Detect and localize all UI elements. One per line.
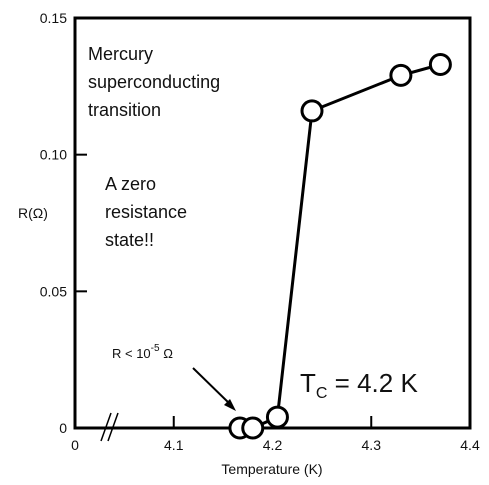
bound-unit: Ω <box>160 346 174 361</box>
x-tick-label: 4.4 <box>460 437 480 453</box>
tc-subscript: C <box>316 385 328 402</box>
data-point <box>241 416 265 440</box>
bound-exponent: -5 <box>151 343 160 354</box>
tc-suffix: = 4.2 K <box>327 368 418 398</box>
zero-state-line-1: A zero <box>105 174 156 194</box>
annotation-line-2: superconducting <box>88 72 220 92</box>
critical-temperature-label: TC = 4.2 K <box>300 368 418 402</box>
data-point <box>265 405 289 429</box>
data-point <box>428 52 452 76</box>
resistance-bound-label: R < 10-5 Ω <box>112 343 173 361</box>
zero-state-line-3: state!! <box>105 230 154 250</box>
x-tick-label: 0 <box>71 437 79 453</box>
zero-state-line-2: resistance <box>105 202 187 222</box>
axis-ticks <box>74 17 471 429</box>
x-tick-label: 4.1 <box>164 437 184 453</box>
data-point <box>300 99 324 123</box>
y-tick-label: 0.10 <box>40 147 67 163</box>
axis-break <box>100 412 119 442</box>
x-tick-label: 4.2 <box>263 437 283 453</box>
y-tick-label: 0.05 <box>40 283 67 299</box>
series-layer <box>228 52 452 440</box>
y-tick-label: 0.15 <box>40 10 67 26</box>
y-axis-title: R(Ω) <box>18 205 48 221</box>
tick-labels: 0 0.05 0.10 0.15 0 4.1 4.2 4.3 4.4 <box>40 10 480 453</box>
x-axis-title: Temperature (K) <box>221 461 322 477</box>
bound-arrow <box>192 367 236 411</box>
annotation-line-1: Mercury <box>88 44 153 64</box>
x-tick-label: 4.3 <box>362 437 382 453</box>
bound-prefix: R < 10 <box>112 346 151 361</box>
data-point <box>389 63 413 87</box>
y-tick-label: 0 <box>59 420 67 436</box>
tc-prefix: T <box>300 368 316 398</box>
annotation-line-3: transition <box>88 100 161 120</box>
